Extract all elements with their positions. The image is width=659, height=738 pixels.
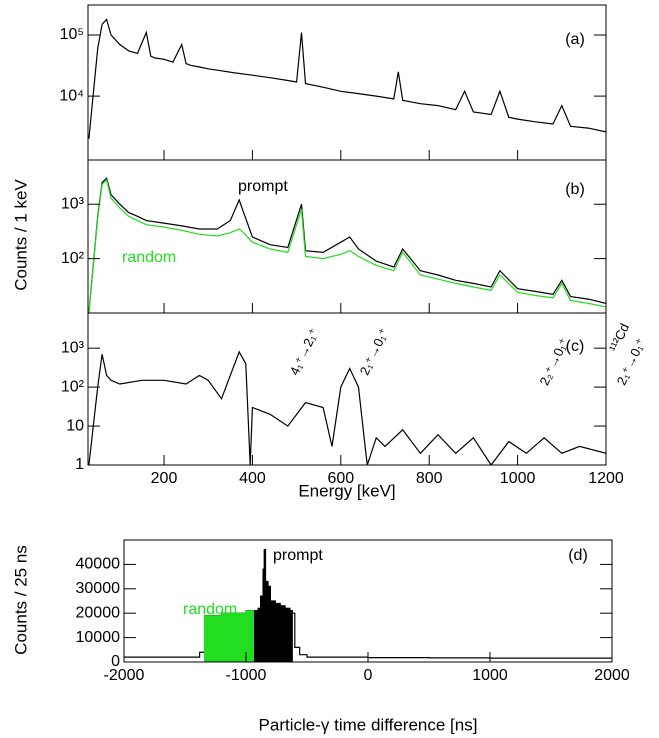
x-axis-label: Energy [keV] xyxy=(298,481,395,500)
y-axis-label: Counts / 1 keV xyxy=(11,179,30,291)
y-axis-label: Counts / 25 ns xyxy=(11,545,30,655)
x-tick-label: 200 xyxy=(151,470,178,487)
x-tick-label: 0 xyxy=(364,667,373,684)
x-tick-label: 2000 xyxy=(594,667,630,684)
series-label: random xyxy=(122,249,176,266)
x-tick-label: 600 xyxy=(327,470,354,487)
series-label: prompt xyxy=(273,547,323,564)
plot-area xyxy=(88,350,606,465)
y-tick-label: 0 xyxy=(111,653,120,670)
plot-area xyxy=(124,549,612,662)
panel-label: (b) xyxy=(565,181,585,198)
y-tick-label: 10³ xyxy=(61,195,85,212)
x-tick-label: -1000 xyxy=(226,667,267,684)
panel-label: (c) xyxy=(566,338,585,355)
y-tick-label: 10² xyxy=(61,378,85,395)
x-tick-label: 1200 xyxy=(588,470,624,487)
filled-region xyxy=(254,549,293,662)
transition-label: 2₁⁺→0₁⁺ xyxy=(357,326,392,378)
y-tick-label: 10⁴ xyxy=(59,87,84,104)
panel-label: (a) xyxy=(565,31,585,48)
x-tick-label: 800 xyxy=(416,470,443,487)
spectrum-line xyxy=(88,18,606,139)
filled-region xyxy=(204,610,256,662)
x-tick-label: 400 xyxy=(239,470,266,487)
x-axis-label: Particle-γ time difference [ns] xyxy=(259,715,478,734)
y-tick-label: 1 xyxy=(75,456,84,473)
plot-area xyxy=(88,18,606,139)
spectrum-line xyxy=(88,178,606,313)
x-tick-label: 1000 xyxy=(472,667,508,684)
y-tick-label: 10 xyxy=(66,417,84,434)
spectrum-line xyxy=(88,350,606,465)
panel-label: (d) xyxy=(568,547,588,564)
frame xyxy=(87,4,607,161)
transition-label: 2₂⁺→0₁⁺ xyxy=(537,335,572,387)
plot-area xyxy=(88,177,606,313)
x-tick-label: 1000 xyxy=(500,470,536,487)
series-label: prompt xyxy=(238,178,288,195)
spectrum-line xyxy=(88,177,606,313)
x-tick-label: -2000 xyxy=(104,667,145,684)
y-tick-label: 10² xyxy=(61,250,85,267)
y-tick-label: 40000 xyxy=(76,556,121,573)
y-tick-label: 20000 xyxy=(76,604,121,621)
y-tick-label: 10000 xyxy=(76,629,121,646)
series-label: random xyxy=(183,601,237,618)
transition-label: 4₁⁺→2₁⁺ xyxy=(287,326,322,378)
y-tick-label: 30000 xyxy=(76,580,121,597)
frame xyxy=(87,312,607,466)
y-tick-label: 10³ xyxy=(61,339,85,356)
y-tick-label: 10⁵ xyxy=(60,26,84,43)
